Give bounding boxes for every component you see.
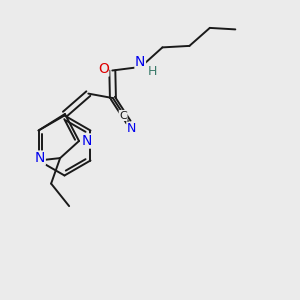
Text: N: N xyxy=(81,134,92,148)
Text: O: O xyxy=(98,62,109,76)
Text: N: N xyxy=(127,122,136,135)
Text: H: H xyxy=(148,65,157,78)
Text: N: N xyxy=(135,55,146,68)
Text: C: C xyxy=(119,110,127,121)
Text: N: N xyxy=(35,151,45,165)
